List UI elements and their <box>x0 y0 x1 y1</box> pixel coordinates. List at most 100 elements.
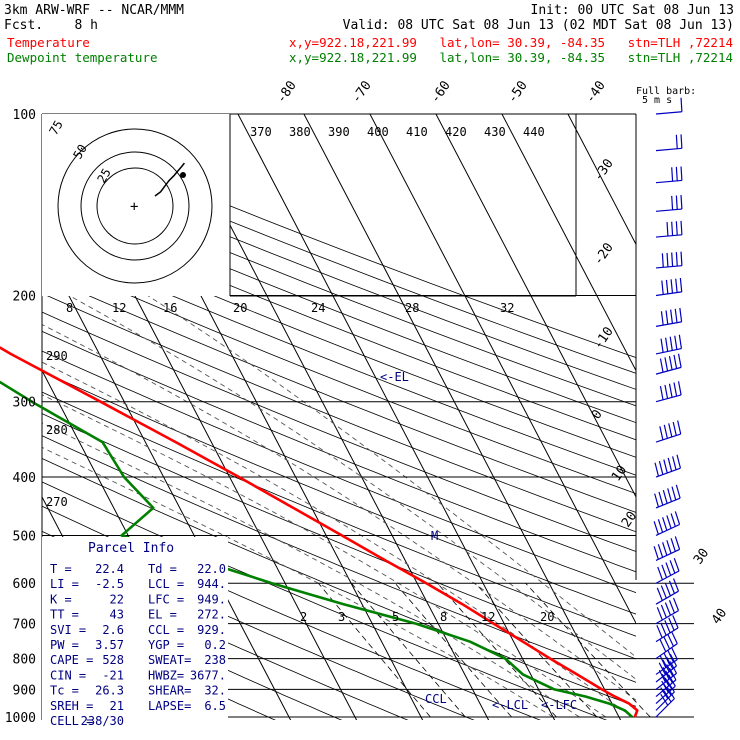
dry-adiabat-line <box>42 222 636 458</box>
parcel-info-background <box>42 537 228 720</box>
isotherm-label-right: 10 <box>609 463 630 484</box>
wind-barb-flag <box>666 515 672 529</box>
wind-barb-flag <box>673 557 680 572</box>
dry-adiabat-line <box>42 173 636 407</box>
wind-barb-flag <box>656 625 663 639</box>
wind-barb-flag <box>658 491 664 506</box>
ccl-marker: CCL <box>425 692 447 706</box>
full-barb-label: Full barb: <box>636 86 696 97</box>
wind-barb-flag <box>666 252 669 267</box>
wind-barb-shaft <box>655 111 682 115</box>
dry-adiabat-line <box>42 391 636 637</box>
wind-barb-flag <box>675 134 678 149</box>
pressure-tick-label: 400 <box>13 471 36 486</box>
wind-barb-flag <box>664 582 671 597</box>
parcel-key: CAPE = <box>50 653 93 667</box>
forecast-hour: Fcst. 8 h <box>4 18 98 33</box>
wind-barb-flag <box>661 253 664 268</box>
wind-barb <box>655 653 678 683</box>
wind-barb-flag <box>680 97 683 112</box>
wind-barb-flag <box>662 659 670 673</box>
isotherm-line <box>501 114 636 372</box>
wind-barb <box>655 647 678 675</box>
lfc-marker: <-LFC <box>541 698 577 712</box>
wind-barb-flag <box>677 420 682 435</box>
wind-barb <box>653 536 681 561</box>
parcel-info-row: PW = 3.57 YGP = 0.2 <box>50 638 226 652</box>
wind-barb-flag <box>661 564 668 578</box>
wind-barb-flag <box>670 513 676 527</box>
parcel-value: 43 <box>110 608 124 622</box>
mixing-ratio-line <box>437 582 557 718</box>
wind-barb-flag <box>660 622 667 636</box>
hodograph-center-mark: + <box>130 199 138 215</box>
parcel-key: SVI = <box>50 623 86 637</box>
dry-adiabat-line <box>42 142 636 374</box>
wind-barb-flag <box>668 617 675 631</box>
parcel-value: 6.5 <box>204 699 226 713</box>
wind-barb-flag <box>660 604 667 618</box>
wind-barb-flag <box>656 587 663 601</box>
wind-barb-flag <box>674 308 678 323</box>
wind-barb-flag <box>657 544 664 558</box>
pressure-tick-label: 700 <box>13 618 36 633</box>
dry-adiabat-line <box>42 330 636 573</box>
dry-adiabat-line <box>42 311 636 552</box>
wind-barb-flag <box>660 687 669 699</box>
parcel-value: -21 <box>102 668 124 682</box>
dry-adiabat-line <box>42 457 636 707</box>
mixing-ratio-area <box>318 582 651 718</box>
wind-barb-flag <box>656 607 663 621</box>
dry-adiabat-line <box>42 292 636 533</box>
wind-barb <box>655 631 678 660</box>
wind-barb-flag <box>672 421 677 436</box>
wind-barb-flag <box>676 454 682 469</box>
wind-barb <box>655 251 683 269</box>
parcel-info-row: CAPE = 528 SWEAT= 238 <box>50 653 226 667</box>
isotherm-line <box>369 114 636 625</box>
wind-barb-flag <box>658 662 666 675</box>
parcel-value: 0.2 <box>204 638 226 652</box>
full-barb-unit: 5 m s <box>642 95 672 106</box>
inset-mixing-label: 16 <box>163 301 177 315</box>
wind-barb-flag <box>667 457 673 472</box>
pressure-tick-label: 500 <box>13 529 36 544</box>
wind-barb-flag <box>660 693 669 706</box>
hodograph-ring <box>57 128 213 284</box>
parcel-key: EL = <box>148 608 177 622</box>
barb-legend: Full barb: 5 m s <box>636 86 696 106</box>
wind-barb-flag <box>660 311 664 326</box>
inset-mixing-label: 28 <box>405 301 419 315</box>
wind-barb <box>654 484 681 509</box>
wind-barb-flag <box>666 656 674 670</box>
wind-barb-flag <box>670 309 673 324</box>
parcel-value: -2.5 <box>95 577 124 591</box>
parcel-info-row: CELL =238/30 <box>50 714 124 728</box>
wind-barb-flag <box>669 336 673 351</box>
parcel-value: 22.4 <box>95 562 124 576</box>
wind-barb <box>655 334 683 355</box>
isotherm-line <box>237 114 556 720</box>
wind-barb-flag <box>654 462 660 477</box>
parcel-value: 528 <box>102 653 124 667</box>
wind-barb-flag <box>666 222 669 237</box>
wind-barb-flag <box>680 166 683 181</box>
wind-barb-flag <box>653 521 659 535</box>
parcel-value: 21 <box>110 699 124 713</box>
pressure-tick-label: 200 <box>13 290 36 305</box>
dry-adiabat-label: 270 <box>46 495 68 509</box>
wind-barb-flag <box>663 636 671 650</box>
dry-adiabat-line <box>42 274 636 513</box>
dry-adiabat-line <box>42 370 636 615</box>
wind-barb-flag <box>665 562 672 576</box>
parcel-key: Td = <box>148 562 177 576</box>
parcel-value: 32. <box>204 684 226 698</box>
wind-barb-flag <box>680 195 683 210</box>
parcel-info-row: Tc = 26.3 SHEAR= 32. <box>50 684 226 698</box>
parcel-key: LI = <box>50 577 79 591</box>
wind-barb <box>655 420 682 443</box>
wind-barb-flag <box>664 620 671 634</box>
wind-barb-flag <box>671 486 677 501</box>
